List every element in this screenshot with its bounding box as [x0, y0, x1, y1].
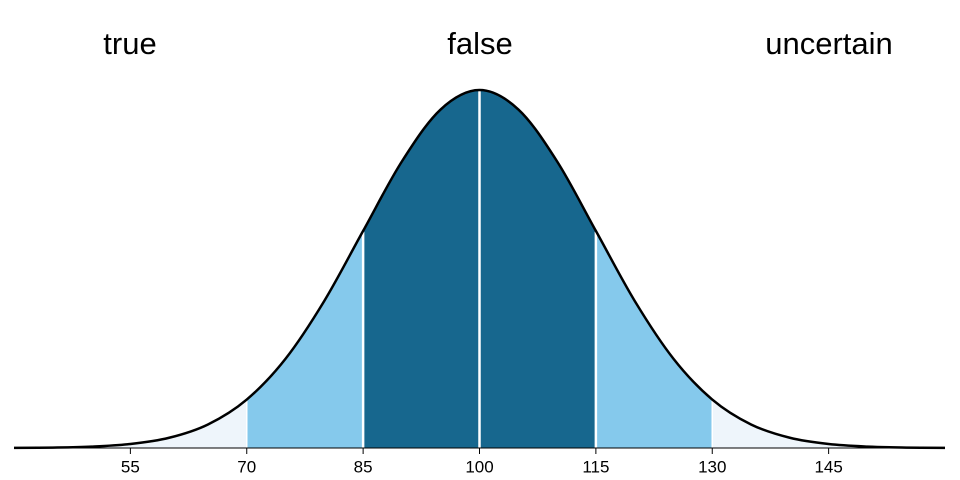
x-tick-label: 55	[121, 457, 140, 476]
band	[595, 90, 713, 448]
band	[712, 90, 945, 448]
density-curve	[13, 88, 946, 450]
annotation: false	[447, 26, 512, 61]
x-tick-label: 100	[465, 457, 493, 476]
band	[246, 90, 364, 448]
annotation: true	[103, 26, 156, 61]
annotation: uncertain	[765, 26, 893, 61]
x-tick-label: 115	[582, 457, 609, 476]
x-tick-label: 145	[814, 457, 842, 476]
x-tick-label: 70	[237, 457, 256, 476]
x-tick-label: 130	[698, 457, 726, 476]
band	[14, 90, 247, 448]
x-tick-label: 85	[354, 457, 373, 476]
